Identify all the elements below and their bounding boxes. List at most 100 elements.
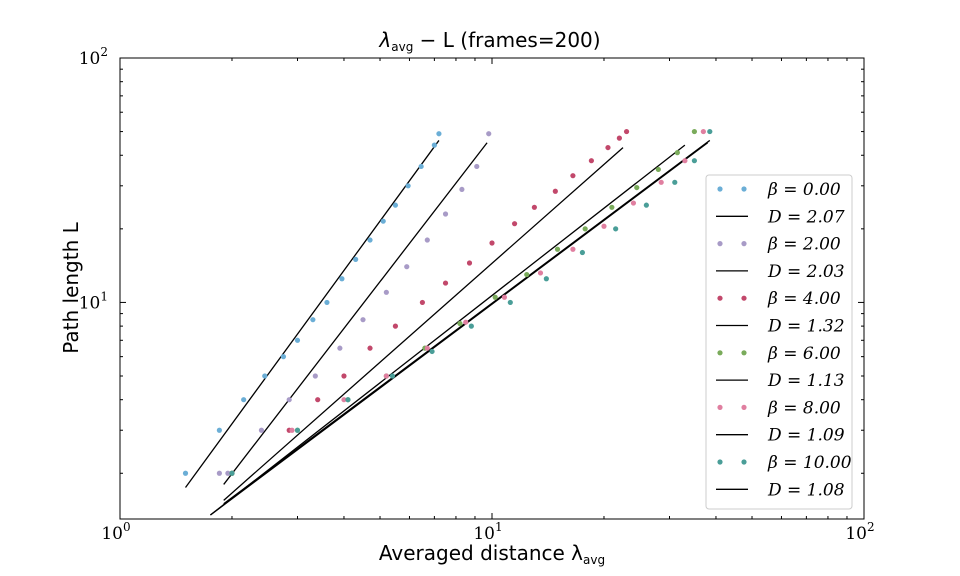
legend-marker-10 [741, 459, 747, 465]
legend-label-4: β = 4.00 [767, 289, 841, 309]
data-point-s0 [262, 373, 268, 379]
data-point-s10 [543, 276, 549, 282]
legend-label-9: D = 1.09 [767, 426, 845, 446]
data-point-s8 [700, 128, 706, 135]
x-tick-label: 102 [845, 520, 874, 544]
data-point-s10 [294, 427, 301, 433]
data-point-s4 [315, 397, 321, 403]
fit-line-7 [210, 144, 686, 516]
data-point-s4 [605, 144, 611, 151]
fit-line-9 [210, 142, 709, 516]
data-point-s10 [613, 226, 619, 232]
data-point-s2 [424, 237, 430, 243]
data-point-s8 [658, 179, 664, 185]
data-point-s10 [429, 348, 435, 355]
data-point-s0 [431, 142, 437, 148]
data-point-s8 [463, 319, 469, 325]
legend-label-10: β = 10.00 [767, 453, 852, 473]
data-point-s6 [582, 226, 588, 232]
legend-marker-10 [717, 459, 723, 465]
data-point-s6 [457, 320, 463, 327]
legend-label-0: β = 0.00 [767, 180, 841, 200]
legend: β = 0.00 D = 2.07 β = 2.00 D = 2.03 β = 4.00… [705, 174, 853, 510]
data-point-s4 [419, 299, 426, 306]
data-point-s8 [424, 345, 430, 351]
y-tick-label: 102 [79, 45, 108, 69]
data-point-s10 [389, 373, 396, 379]
data-points [182, 128, 713, 476]
y-axis-label: Path length L [59, 221, 83, 353]
legend-label-11: D = 1.08 [767, 480, 845, 500]
legend-label-8: β = 8.00 [767, 398, 841, 418]
data-point-s10 [579, 249, 586, 256]
data-point-s2 [216, 470, 222, 476]
legend-label-1: D = 2.07 [767, 207, 845, 227]
legend-marker-8 [741, 404, 747, 410]
data-point-s2 [383, 289, 389, 295]
data-point-s0 [392, 202, 399, 208]
data-point-s4 [442, 280, 449, 286]
legend-marker-0 [717, 186, 723, 192]
fit-line-5 [223, 147, 624, 501]
data-point-s0 [182, 470, 189, 476]
data-point-s6 [524, 271, 530, 278]
legend-marker-0 [741, 186, 747, 192]
legend-marker-6 [741, 350, 747, 356]
data-point-s10 [468, 323, 474, 329]
data-point-s6 [674, 150, 680, 156]
data-point-s8 [682, 158, 688, 164]
data-point-s6 [492, 294, 498, 300]
data-point-s8 [383, 373, 389, 379]
legend-marker-2 [717, 241, 723, 247]
fit-lines [184, 139, 711, 516]
legend-marker-2 [741, 241, 747, 247]
data-point-s8 [570, 246, 576, 252]
data-point-s0 [367, 237, 373, 243]
data-point-s4 [392, 323, 399, 329]
data-point-s2 [486, 131, 492, 137]
data-point-s4 [511, 221, 518, 227]
tick-group: 100 101 102 101 102 [79, 45, 875, 544]
data-point-s4 [367, 345, 373, 351]
data-point-s4 [588, 158, 594, 164]
data-point-s2 [225, 470, 231, 476]
data-point-s6 [554, 246, 561, 252]
data-point-s4 [616, 135, 622, 141]
legend-label-3: D = 2.03 [767, 262, 845, 282]
data-point-s4 [552, 188, 558, 194]
data-point-s8 [289, 427, 295, 433]
legend-box [705, 174, 853, 510]
legend-label-7: D = 1.13 [767, 371, 845, 391]
data-point-s2 [258, 427, 265, 433]
y-tick-label: 101 [79, 289, 108, 313]
data-point-s8 [537, 270, 544, 276]
data-point-s0 [353, 256, 359, 262]
data-point-s8 [601, 223, 607, 229]
data-point-s6 [655, 166, 661, 173]
data-point-s0 [339, 276, 345, 282]
data-point-s8 [341, 397, 347, 403]
fit-line-1 [184, 140, 440, 488]
legend-marker-4 [717, 295, 723, 301]
legend-marker-8 [717, 404, 723, 410]
data-point-s10 [229, 470, 235, 476]
x-axis-label: Averaged distance λavg [379, 541, 605, 567]
data-point-s0 [310, 317, 316, 323]
data-point-s10 [691, 158, 697, 164]
data-point-s0 [280, 354, 287, 360]
data-point-s4 [489, 240, 495, 246]
data-point-s10 [672, 179, 678, 185]
x-tick-label: 100 [101, 520, 130, 544]
data-point-s8 [630, 200, 637, 206]
data-point-s0 [241, 397, 247, 403]
data-point-s6 [609, 204, 615, 210]
legend-label-5: D = 1.32 [767, 317, 845, 337]
data-point-s0 [418, 163, 424, 170]
legend-label-6: β = 6.00 [767, 344, 841, 364]
data-point-s0 [294, 337, 301, 343]
data-point-s10 [345, 397, 351, 403]
data-point-s0 [380, 218, 386, 224]
data-point-s2 [360, 317, 366, 323]
legend-label-2: β = 2.00 [767, 235, 841, 255]
